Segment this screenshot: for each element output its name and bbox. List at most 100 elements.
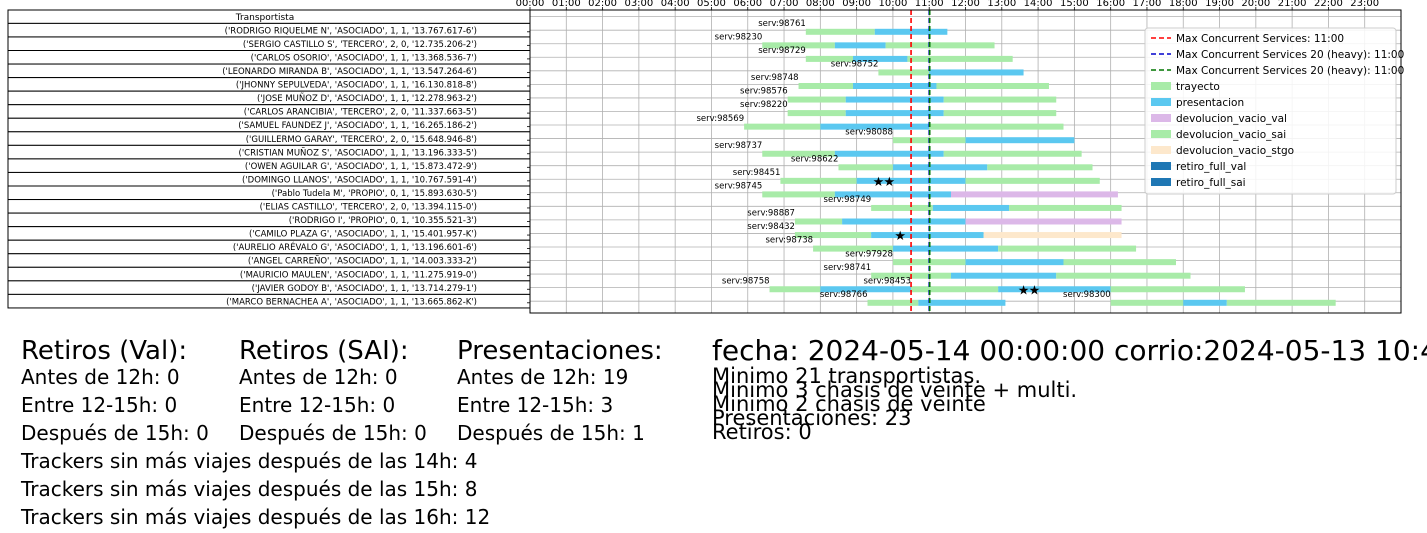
x-tick-label: 10:00 xyxy=(879,0,908,9)
table-row-label: ('AURELIO ARÉVALO G', 'ASOCIADO', 1, 1, … xyxy=(233,241,477,253)
service-label: serv:98748 xyxy=(751,73,799,83)
legend-label: trayecto xyxy=(1176,81,1220,93)
x-tick-label: 18:00 xyxy=(1169,0,1198,9)
table-header-label: Transportista xyxy=(235,13,294,23)
gantt-bar-trayecto xyxy=(998,245,1137,252)
legend-label: Max Concurrent Services 20 (heavy): 11:0… xyxy=(1176,65,1404,77)
gantt-bar-trayecto xyxy=(762,191,835,198)
service-label: serv:98741 xyxy=(824,263,872,273)
gantt-bar-presentacion xyxy=(834,191,951,198)
gantt-bar-trayecto xyxy=(762,42,835,49)
x-tick-label: 14:00 xyxy=(1024,0,1053,9)
service-label: serv:98453 xyxy=(863,276,911,286)
gantt-bar-trayecto xyxy=(794,218,843,225)
service-label: serv:98729 xyxy=(758,46,806,56)
x-tick-label: 06:00 xyxy=(733,0,762,9)
x-tick-label: 16:00 xyxy=(1096,0,1125,9)
table-row-label: ('CRISTIAN MUÑOZ S', 'ASOCIADO', 1, 1, '… xyxy=(239,147,477,158)
gantt-bar-presentacion xyxy=(852,83,937,90)
service-label: serv:97928 xyxy=(845,249,893,259)
gantt-bar-presentacion xyxy=(820,123,930,130)
gantt-bar-trayecto xyxy=(1110,299,1184,306)
stats-sai-line: Entre 12-15h: 0 xyxy=(239,393,396,417)
gantt-bar-trayecto xyxy=(871,204,933,211)
legend-swatch-patch xyxy=(1151,114,1171,122)
x-tick-label: 02:00 xyxy=(588,0,617,9)
table-row-label: ('ANGEL CARREÑO', 'ASOCIADO', 1, 1, '14.… xyxy=(248,256,477,267)
table-row-label: ('JAVIER GODOY B', 'ASOCIADO', 1, 1, '13… xyxy=(252,284,477,294)
gantt-bar-presentacion xyxy=(892,245,999,252)
gantt-bar-trayecto xyxy=(943,96,1057,103)
transportista-table: Transportista ('RODRIGO RIQUELME N', 'ASO… xyxy=(7,9,531,309)
gantt-bar-trayecto xyxy=(943,110,1057,117)
table-row-label: ('LEONARDO MIRANDA B', 'ASOCIADO', 1, 1,… xyxy=(222,67,477,77)
x-tick-label: 08:00 xyxy=(806,0,835,9)
gantt-bar-trayecto xyxy=(1009,204,1122,211)
service-label: serv:98230 xyxy=(715,32,763,42)
gantt-bar-trayecto xyxy=(813,245,893,252)
x-tick-label: 12:00 xyxy=(951,0,980,9)
stats-val-line: Después de 15h: 0 xyxy=(21,421,209,445)
info-line: Presentaciones: 23 xyxy=(712,406,912,430)
trackers-line: Trackers sin más viajes después de las 1… xyxy=(21,449,478,473)
stats-sai-line: Después de 15h: 0 xyxy=(239,421,427,445)
table-row-label: ('CAMILO PLAZA G', 'ASOCIADO', 1, 1, '15… xyxy=(249,230,477,240)
service-label: serv:98758 xyxy=(722,276,770,286)
trackers-line: Trackers sin más viajes después de las 1… xyxy=(21,505,491,529)
gantt-bar-trayecto xyxy=(911,286,999,293)
stats-presentaciones-line: Después de 15h: 1 xyxy=(457,421,645,445)
table-row-label: ('RODRIGO RIQUELME N', 'ASOCIADO', 1, 1,… xyxy=(225,26,477,36)
gantt-bar-trayecto xyxy=(1226,299,1336,306)
legend-label: devolucion_vacio_stgo xyxy=(1176,145,1294,157)
gantt-bar-presentacion xyxy=(950,272,1057,279)
gantt-bar-presentacion xyxy=(842,218,966,225)
legend-swatch-patch xyxy=(1151,178,1171,186)
legend-swatch-patch xyxy=(1151,130,1171,138)
gantt-bar-trayecto xyxy=(744,123,821,130)
legend-swatch-patch xyxy=(1151,146,1171,154)
legend-label: Max Concurrent Services 20 (heavy): 11:0… xyxy=(1176,49,1404,61)
table-row-label: ('CARLOS OSORIO', 'ASOCIADO', 1, 1, '13.… xyxy=(251,53,477,63)
table-row-label: ('JHONNY SEPULVEDA', 'ASOCIADO', 1, 1, '… xyxy=(236,81,477,91)
gantt-bar-presentacion xyxy=(845,96,944,103)
x-tick-label: 19:00 xyxy=(1205,0,1234,9)
legend-label: retiro_full_sai xyxy=(1176,177,1246,189)
table-row-label: ('DOMINGO LLANOS', 'ASOCIADO', 1, 1, '10… xyxy=(242,175,477,185)
info-line: Minimo 21 transportistas. xyxy=(712,364,982,388)
x-tick-label: 01:00 xyxy=(552,0,581,9)
gantt-bar-trayecto xyxy=(943,150,1082,157)
info-line: Minimo 3 chasis de veinte + multi. xyxy=(712,378,1078,402)
gantt-bar-trayecto xyxy=(769,286,821,293)
gantt-chart: Transportista ('RODRIGO RIQUELME N', 'ASO… xyxy=(7,0,1404,314)
gantt-bar-trayecto xyxy=(787,96,846,103)
stats-sai-line: Antes de 12h: 0 xyxy=(239,365,398,389)
legend: Max Concurrent Services: 11:00 Max Concur… xyxy=(1144,27,1404,195)
table-row-label: ('RODRIGO I', 'PROPIO', 0, 1, '10.355.52… xyxy=(289,216,477,226)
gantt-bar-trayecto xyxy=(805,55,853,62)
table-row-label: ('Pablo Tudela M', 'PROPIO', 0, 1, '15.8… xyxy=(272,189,477,199)
x-tick-label: 04:00 xyxy=(661,0,690,9)
stats-presentaciones-line: Entre 12-15h: 3 xyxy=(457,393,614,417)
service-label: serv:98738 xyxy=(765,236,813,246)
gantt-bar-trayecto xyxy=(1056,272,1191,279)
gantt-bar-presentacion xyxy=(834,150,944,157)
gantt-bar-presentacion xyxy=(852,55,908,62)
gantt-bar-presentacion xyxy=(834,42,886,49)
service-label: serv:98752 xyxy=(831,60,879,70)
service-label: serv:98887 xyxy=(747,209,795,219)
gantt-bar-trayecto xyxy=(1063,259,1176,266)
star-marker: ★ xyxy=(1018,283,1030,298)
x-tick-label: 00:00 xyxy=(516,0,545,9)
gantt-bar-presentacion xyxy=(965,259,1064,266)
x-tick-label: 03:00 xyxy=(624,0,653,9)
service-label: serv:98766 xyxy=(820,290,868,300)
gantt-bar-trayecto xyxy=(936,83,1049,90)
stats-val-line: Entre 12-15h: 0 xyxy=(21,393,178,417)
service-label: serv:98761 xyxy=(758,19,806,29)
gantt-bar-presentacion xyxy=(871,232,984,239)
service-label: serv:98569 xyxy=(696,114,744,124)
gantt-bar-trayecto xyxy=(987,164,1093,171)
gantt-bar-devolucion_vacio_val xyxy=(950,191,1118,198)
service-label: serv:98622 xyxy=(791,154,839,164)
gantt-bar-presentacion xyxy=(929,69,1024,76)
